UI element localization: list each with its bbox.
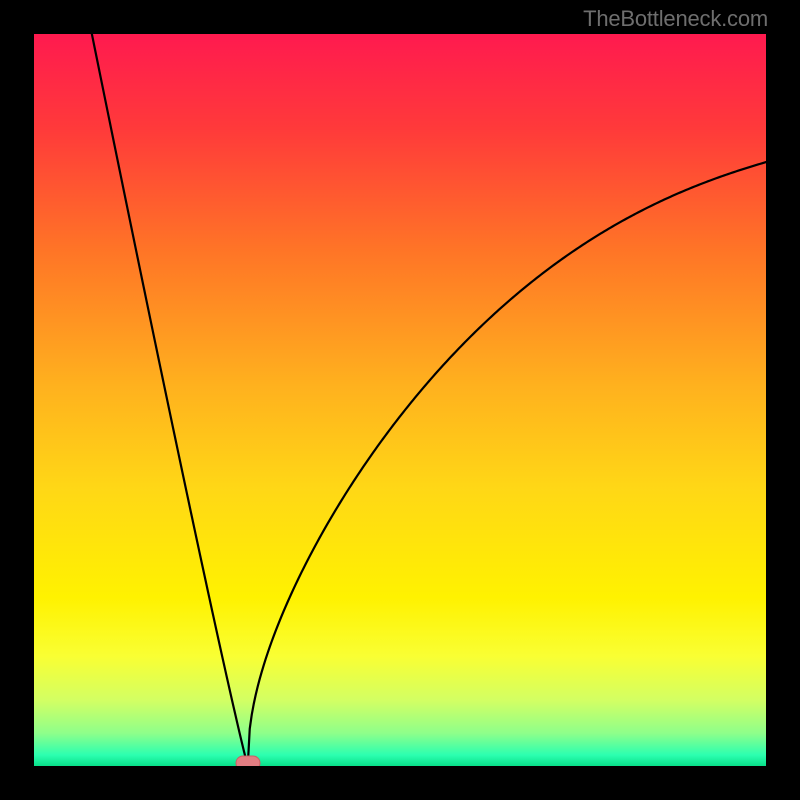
optimum-marker <box>235 756 260 766</box>
chart-frame: TheBottleneck.com <box>0 0 800 800</box>
bottleneck-curve <box>34 34 766 766</box>
watermark-text: TheBottleneck.com <box>583 6 768 32</box>
plot-area <box>34 34 766 766</box>
